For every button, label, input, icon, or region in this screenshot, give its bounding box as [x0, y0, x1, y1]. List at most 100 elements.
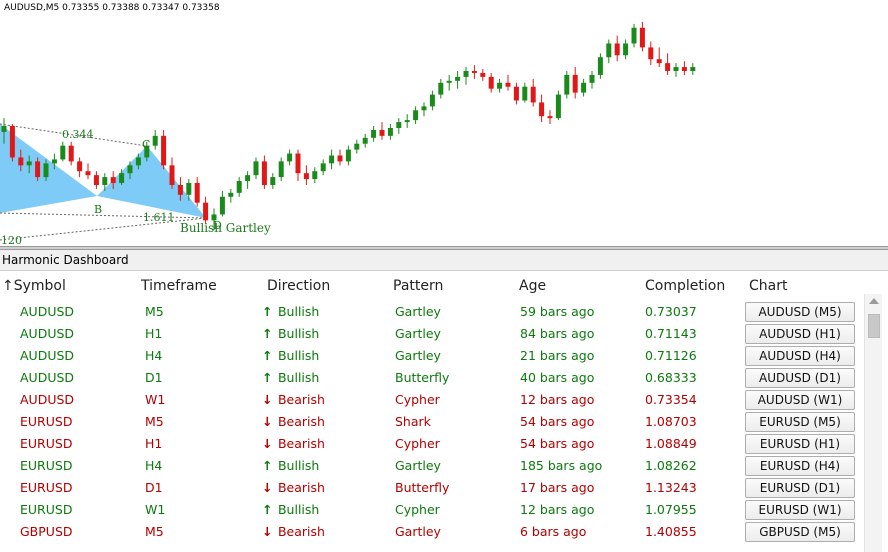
table-row: AUDUSD H1 ↑ Bullish Gartley 84 bars ago 0.711…: [0, 323, 860, 345]
pattern-cell: Cypher: [395, 502, 440, 517]
candle-body: [488, 76, 494, 89]
ratio-label-1: 0.344: [62, 128, 94, 141]
open-chart-button[interactable]: GBPUSD (M5): [745, 522, 855, 542]
arrow-down-icon: ↓: [262, 480, 273, 495]
symbol-cell: EURUSD: [20, 414, 73, 429]
header-direction[interactable]: Direction: [267, 278, 331, 294]
candle-body: [539, 102, 545, 117]
timeframe-cell: H4: [145, 458, 163, 473]
candle-body: [530, 86, 536, 103]
candle-body: [228, 192, 234, 197]
header-age[interactable]: Age: [519, 278, 547, 294]
point-b-label: B: [94, 203, 102, 216]
vertical-scrollbar[interactable]: [864, 294, 882, 552]
open-chart-button[interactable]: EURUSD (D1): [745, 478, 855, 498]
timeframe-cell: D1: [145, 370, 163, 385]
candle-body: [656, 59, 662, 64]
candle-body: [564, 74, 570, 95]
candle-body: [18, 157, 24, 166]
scroll-thumb[interactable]: [868, 314, 880, 338]
candle-body: [614, 43, 620, 56]
candle-body: [127, 165, 133, 174]
header-pattern[interactable]: Pattern: [393, 278, 444, 294]
pattern-dotted-line-xb: [0, 123, 148, 147]
candle-body: [379, 129, 385, 136]
candle-body: [85, 171, 91, 176]
age-cell: 12 bars ago: [520, 502, 595, 517]
completion-cell: 1.40855: [645, 524, 697, 539]
age-cell: 21 bars ago: [520, 348, 595, 363]
candle-body: [152, 135, 158, 146]
candles-layer: [1, 21, 696, 231]
table-row: EURUSD H1 ↓ Bearish Cypher 54 bars ago 1.0884…: [0, 433, 860, 455]
symbol-cell: AUDUSD: [20, 326, 75, 341]
header-symbol[interactable]: ↑Symbol: [2, 278, 66, 296]
direction-cell: ↑ Bullish: [262, 348, 319, 363]
open-chart-button[interactable]: EURUSD (M5): [745, 412, 855, 432]
header-chart[interactable]: Chart: [749, 278, 788, 294]
arrow-down-icon: ↓: [262, 436, 273, 451]
age-cell: 17 bars ago: [520, 480, 595, 495]
open-chart-button[interactable]: EURUSD (H1): [745, 434, 855, 454]
direction-label: Bullish: [277, 370, 320, 385]
table-row: EURUSD W1 ↑ Bullish Cypher 12 bars ago 1.0795…: [0, 499, 860, 521]
direction-cell: ↑ Bullish: [262, 326, 319, 341]
candle-body: [278, 161, 284, 178]
direction-label: Bearish: [277, 392, 325, 407]
open-chart-button[interactable]: EURUSD (H4): [745, 456, 855, 476]
pattern-name-label: Bullish Gartley: [180, 221, 271, 235]
completion-cell: 1.08849: [645, 436, 697, 451]
open-chart-button[interactable]: AUDUSD (D1): [745, 368, 855, 388]
arrow-up-icon: ↑: [262, 348, 273, 363]
panel-splitter[interactable]: [0, 246, 888, 250]
direction-cell: ↓ Bearish: [262, 436, 325, 451]
open-chart-button[interactable]: AUDUSD (M5): [745, 302, 855, 322]
symbol-cell: AUDUSD: [20, 304, 75, 319]
candle-body: [119, 173, 125, 184]
direction-cell: ↓ Bearish: [262, 392, 325, 407]
candle-body: [295, 153, 301, 174]
direction-label: Bullish: [277, 458, 320, 473]
completion-cell: 0.71143: [645, 326, 697, 341]
arrow-down-icon: ↓: [262, 414, 273, 429]
pattern-cell: Butterfly: [395, 370, 450, 385]
timeframe-cell: H1: [145, 436, 163, 451]
candlestick-chart[interactable]: 0.344 B C 1.611 D Bullish Gartley 120: [0, 0, 888, 246]
candle-body: [102, 177, 108, 185]
candle-body: [404, 120, 410, 123]
pattern-cell: Shark: [395, 414, 431, 429]
direction-cell: ↓ Bearish: [262, 414, 325, 429]
candle-body: [597, 57, 603, 75]
candle-body: [186, 183, 192, 195]
arrow-down-icon: ↓: [262, 524, 273, 539]
candle-body: [43, 163, 49, 178]
direction-cell: ↓ Bearish: [262, 480, 325, 495]
candle-body: [312, 171, 318, 180]
price-chart[interactable]: 0.344 B C 1.611 D Bullish Gartley 120 AU…: [0, 0, 888, 246]
completion-cell: 1.07955: [645, 502, 697, 517]
candle-body: [203, 202, 209, 221]
candle-body: [648, 47, 654, 60]
sort-up-icon: ↑: [2, 278, 14, 294]
completion-cell: 1.08262: [645, 458, 697, 473]
candle-body: [471, 70, 477, 73]
candle-body: [303, 173, 309, 180]
candle-body: [446, 80, 452, 83]
symbol-cell: EURUSD: [20, 502, 73, 517]
open-chart-button[interactable]: AUDUSD (W1): [745, 390, 855, 410]
arrow-up-icon: ↑: [262, 458, 273, 473]
direction-cell: ↑ Bullish: [262, 370, 319, 385]
header-timeframe[interactable]: Timeframe: [141, 278, 217, 294]
candle-body: [463, 70, 469, 77]
table-row: EURUSD M5 ↓ Bearish Shark 54 bars ago 1.08703…: [0, 411, 860, 433]
candle-body: [623, 43, 629, 56]
candle-body: [337, 155, 343, 162]
open-chart-button[interactable]: AUDUSD (H4): [745, 346, 855, 366]
pattern-cell: Gartley: [395, 304, 441, 319]
header-completion[interactable]: Completion: [645, 278, 726, 294]
header-symbol-label: Symbol: [13, 278, 66, 294]
open-chart-button[interactable]: EURUSD (W1): [745, 500, 855, 520]
scroll-up-icon[interactable]: [869, 298, 879, 304]
candle-body: [177, 184, 183, 195]
open-chart-button[interactable]: AUDUSD (H1): [745, 324, 855, 344]
